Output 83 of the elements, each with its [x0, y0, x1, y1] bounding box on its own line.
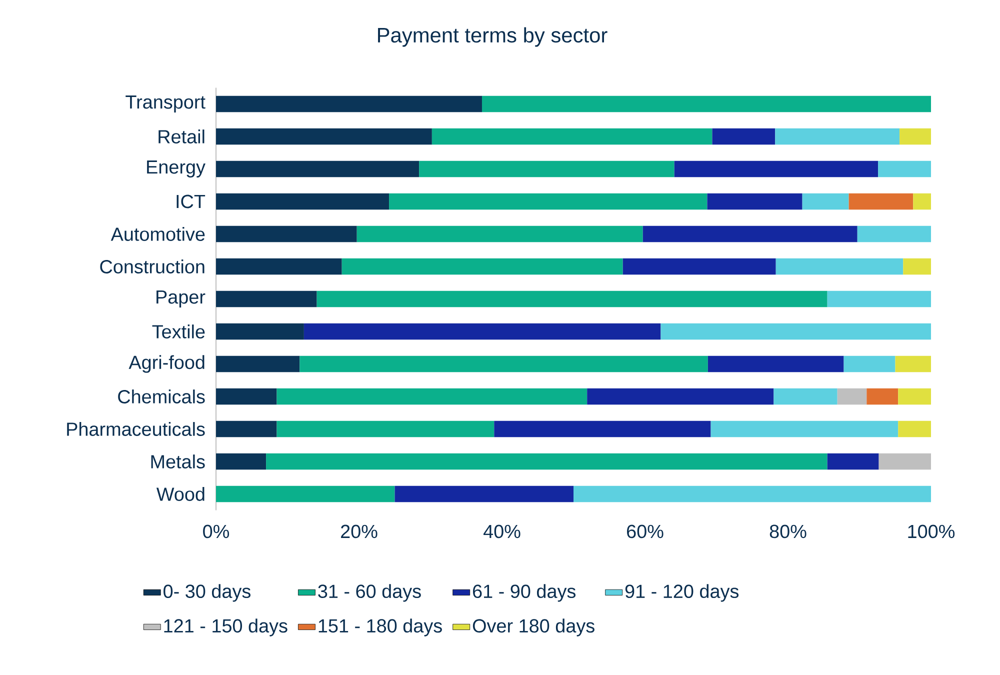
chart-title: Payment terms by sector [378, 27, 608, 47]
bar [276, 420, 494, 438]
bar [898, 420, 932, 438]
bar [394, 486, 574, 502]
legend-label: 31 - 60 days [318, 584, 421, 602]
bar [802, 193, 849, 210]
legend-label: 151 - 180 days [318, 618, 442, 636]
bar [574, 486, 932, 502]
bar [216, 128, 432, 145]
x-tick-label: 0% [203, 524, 230, 538]
bar [432, 128, 712, 145]
bar [216, 420, 277, 438]
bar [216, 323, 304, 340]
bar [712, 128, 776, 145]
y-tick-label: Construction [100, 260, 204, 274]
bar [216, 193, 390, 210]
y-tick-label: Transport [126, 96, 206, 112]
y-tick-label: Wood [156, 487, 204, 501]
bar [216, 226, 357, 242]
bar [774, 388, 838, 405]
legend-label: Over 180 days [472, 618, 594, 636]
bar [895, 356, 932, 372]
legend-label: 121 - 150 days [164, 618, 288, 636]
x-tick-label: 100% [908, 524, 955, 538]
bar [775, 128, 900, 145]
bar [216, 486, 395, 502]
bar [482, 96, 932, 112]
y-tick-label: Agri-food [128, 355, 204, 373]
y-tick-label: Paper [156, 290, 206, 308]
bar [903, 258, 932, 275]
bar [674, 160, 878, 178]
bar [216, 453, 266, 470]
y-tick-label: Metals [151, 454, 205, 468]
y-tick-label: Textile [152, 324, 205, 338]
bar [710, 420, 898, 438]
bar [316, 290, 828, 308]
bar [304, 323, 661, 340]
bar [216, 356, 300, 372]
bar [844, 356, 896, 372]
x-tick-label: 60% [627, 524, 664, 538]
y-tick-label: Retail [158, 130, 204, 144]
bar [660, 323, 932, 340]
legend-label: 0- 30 days [164, 584, 250, 602]
bar [878, 453, 932, 470]
bar [827, 453, 879, 470]
bar [216, 258, 342, 275]
bar [898, 388, 932, 405]
bar [837, 388, 867, 405]
legend-label: 61 - 90 days [472, 584, 576, 602]
bar [857, 226, 932, 242]
bar [216, 290, 317, 308]
bar [622, 258, 776, 275]
bar [707, 193, 802, 210]
bar [878, 160, 932, 178]
bar [642, 226, 858, 242]
bar [913, 193, 932, 210]
bar [827, 290, 932, 308]
bar [708, 356, 844, 372]
bar [419, 160, 674, 178]
bar [342, 258, 623, 275]
bar [848, 193, 914, 210]
y-tick-label: Energy [147, 160, 206, 178]
x-tick-label: 20% [341, 524, 378, 538]
bar [900, 128, 932, 145]
y-tick-label: Pharmaceuticals [67, 422, 205, 436]
bar [494, 420, 711, 438]
x-tick-label: 40% [484, 524, 520, 538]
y-tick-label: Automotive [110, 227, 205, 241]
bar [587, 388, 774, 405]
bar [266, 453, 828, 470]
bar [776, 258, 904, 275]
bar [216, 388, 277, 405]
bar [389, 193, 708, 210]
bar [866, 388, 898, 405]
x-tick-label: 80% [770, 524, 806, 538]
bar [356, 226, 643, 242]
legend-label: 91 - 120 days [625, 584, 739, 602]
bar [216, 160, 420, 178]
bar [300, 356, 708, 372]
y-tick-label: ICT [176, 194, 206, 208]
y-tick-label: Chemicals [118, 390, 205, 404]
bar [276, 388, 588, 405]
bar [216, 96, 482, 112]
